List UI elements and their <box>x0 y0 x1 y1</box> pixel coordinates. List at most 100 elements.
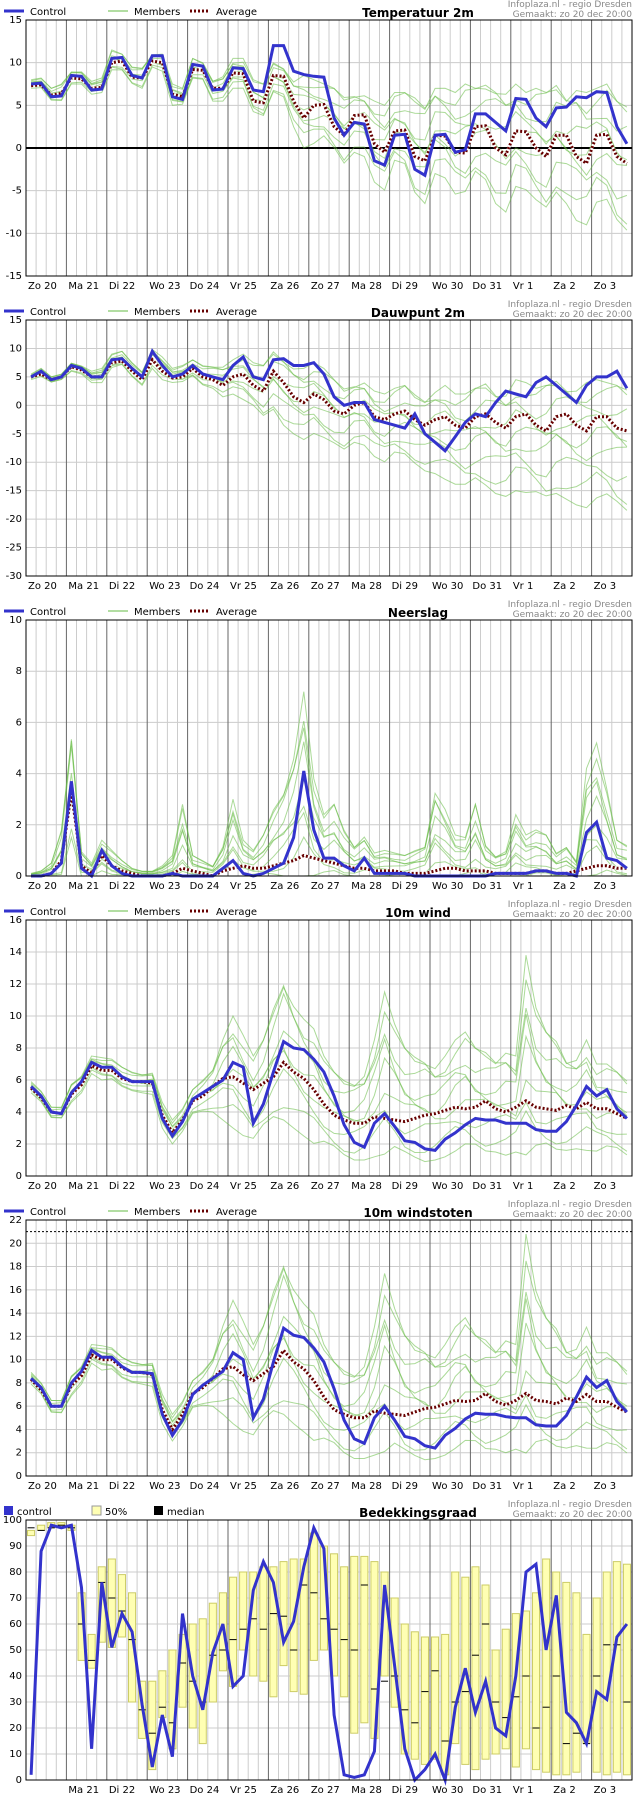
y-tick-label: -20 <box>6 514 22 525</box>
y-tick-label: 10 <box>9 1011 22 1022</box>
x-tick-label: Do 31 <box>472 881 502 892</box>
x-tick-label: Zo 20 <box>28 1181 57 1192</box>
cloud-band-bar <box>259 1566 268 1682</box>
x-tick-label: Di 22 <box>109 1481 135 1492</box>
x-tick-label: Ma 21 <box>68 581 99 592</box>
x-tick-label: Vr 1 <box>513 1181 534 1192</box>
x-tick-label: Zo 27 <box>311 581 340 592</box>
x-tick-label: Vr 25 <box>230 581 257 592</box>
control-line <box>30 44 629 178</box>
y-tick-label: 5 <box>16 372 22 383</box>
x-tick-label: Vr 25 <box>230 1181 257 1192</box>
plot-frame <box>25 1219 633 1477</box>
x-tick-label: Do 24 <box>190 1481 220 1492</box>
chart-svg-2: Control Members Average Neerslag Infoplaza.n… <box>4 600 633 892</box>
cloud-band-bar <box>552 1571 561 1776</box>
y-tick-label: 4 <box>16 769 22 780</box>
x-tick-label: Zo 3 <box>594 581 617 592</box>
x-tick-label: Wo 30 <box>432 581 463 592</box>
member-line <box>30 348 628 404</box>
y-tick-label: 2 <box>16 820 22 831</box>
x-tick-label: Do 24 <box>190 881 220 892</box>
x-tick-label: Za 26 <box>270 1181 299 1192</box>
cloud-band-bar <box>360 1555 369 1724</box>
legend-control-label: control <box>17 1507 52 1518</box>
x-tick-label: Wo 23 <box>149 281 180 292</box>
x-tick-label: Zo 20 <box>28 881 57 892</box>
y-tick-label: 90 <box>9 1541 22 1552</box>
legend-members-label: Members <box>134 1207 180 1218</box>
chart-svg-1: Control Members Average Dauwpunt 2m Infoplaz… <box>4 300 633 592</box>
x-tick-label: Vr 1 <box>513 281 534 292</box>
member-line <box>30 363 628 505</box>
x-tick-label: Zo 27 <box>311 881 340 892</box>
chart-windstoten: Control Members Average 10m windstoten Infop… <box>0 1200 635 1500</box>
x-tick-label: Wo 23 <box>149 581 180 592</box>
x-tick-label: Za 2 <box>553 1785 576 1796</box>
credit-timestamp: Gemaakt: zo 20 dec 20:00 <box>513 10 633 20</box>
control-line <box>30 1039 628 1153</box>
y-tick-label: -5 <box>12 429 22 440</box>
y-tick-label: 2 <box>16 1448 22 1459</box>
x-tick-label: Ma 21 <box>68 281 99 292</box>
y-tick-label: 22 <box>9 1215 22 1226</box>
y-tick-label: 20 <box>9 1723 22 1734</box>
cloud-band-bar <box>27 1529 36 1537</box>
cloud-band-bar <box>481 1584 490 1760</box>
x-tick-label: Ma 28 <box>351 881 382 892</box>
x-tick-label: Di 22 <box>109 581 135 592</box>
y-tick-label: 16 <box>9 1285 22 1296</box>
x-tick-label: Do 24 <box>190 1181 220 1192</box>
x-tick-label: Di 29 <box>392 281 418 292</box>
cloud-band-bar <box>592 1597 601 1773</box>
y-tick-label: -15 <box>6 271 22 282</box>
x-tick-label: Di 29 <box>392 1181 418 1192</box>
y-tick-label: 15 <box>9 315 22 326</box>
y-tick-label: 8 <box>16 1043 22 1054</box>
x-tick-label: Wo 30 <box>432 881 463 892</box>
cloud-band-bar <box>340 1566 349 1698</box>
member-line <box>30 955 628 1121</box>
legend-control-label: Control <box>30 1207 66 1218</box>
legend-control-swatch <box>4 1506 13 1515</box>
credit-region: Infoplaza.nl - regio Dresden <box>508 900 632 910</box>
control-line <box>30 348 629 453</box>
y-tick-label: 20 <box>9 1238 22 1249</box>
credit-timestamp: Gemaakt: zo 20 dec 20:00 <box>513 1210 633 1220</box>
chart-dauwpunt: Control Members Average Dauwpunt 2m Infoplaz… <box>0 300 635 600</box>
x-tick-label: Zo 3 <box>594 1785 617 1796</box>
x-tick-label: Za 26 <box>270 1785 299 1796</box>
legend-band-label: 50% <box>105 1507 127 1518</box>
x-tick-label: Do 31 <box>472 281 502 292</box>
x-tick-label: Zo 20 <box>28 581 57 592</box>
member-line <box>30 1066 627 1139</box>
chart-title: 10m wind <box>385 906 451 920</box>
cloud-band-bar <box>532 1592 541 1771</box>
x-tick-label: Za 2 <box>553 581 576 592</box>
y-tick-label: 14 <box>9 947 22 958</box>
y-tick-label: -15 <box>6 486 22 497</box>
credit-region: Infoplaza.nl - regio Dresden <box>508 600 632 610</box>
legend-control-label: Control <box>30 607 66 618</box>
cloud-band-bar <box>410 1631 419 1760</box>
x-tick-label: Wo 23 <box>149 1181 180 1192</box>
cloud-band-bar <box>602 1571 611 1776</box>
y-tick-label: 16 <box>9 915 22 926</box>
y-tick-label: -10 <box>6 228 22 239</box>
cloud-band-bar <box>279 1561 288 1667</box>
x-tick-label: Za 26 <box>270 581 299 592</box>
x-tick-label: Ma 21 <box>68 881 99 892</box>
member-line <box>30 1233 628 1416</box>
legend-band-swatch <box>91 1505 102 1516</box>
x-tick-label: Do 31 <box>472 581 502 592</box>
x-tick-label: Wo 30 <box>432 281 463 292</box>
x-tick-label: Zo 27 <box>311 1481 340 1492</box>
x-tick-label: Di 29 <box>392 881 418 892</box>
member-line <box>31 741 628 875</box>
cloud-band-bar <box>622 1563 631 1776</box>
x-tick-label: Vr 25 <box>230 1481 257 1492</box>
cloud-band-bar <box>87 1633 96 1669</box>
member-line <box>30 1069 628 1154</box>
y-tick-label: -5 <box>12 186 22 197</box>
x-tick-label: Za 26 <box>270 1481 299 1492</box>
